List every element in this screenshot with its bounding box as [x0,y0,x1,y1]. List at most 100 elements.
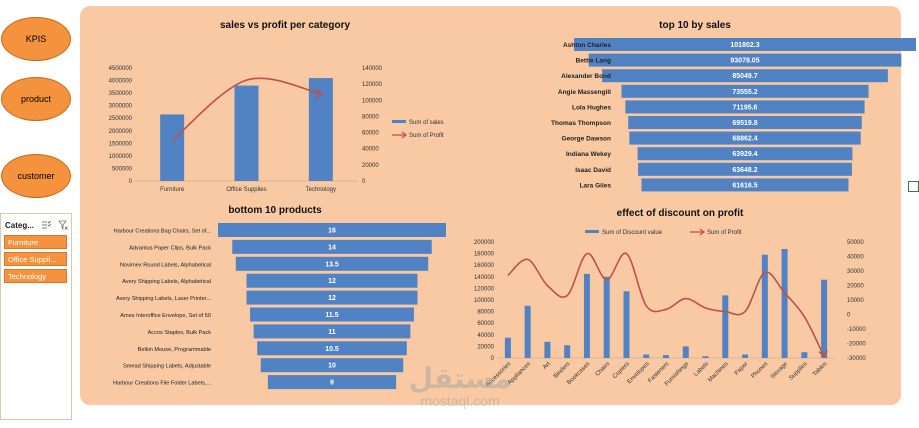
discount-profit-chart[interactable]: effect of discount on profit 200000 18000… [465,207,895,402]
legend-sales-swatch [392,120,406,123]
sales-bar [621,84,869,98]
kpis-button[interactable]: KPIS [1,17,71,61]
discount-bar [564,345,571,358]
kpis-button-label: KPIS [25,34,47,44]
product-name-label: Harbour Creations File Folder Labels,... [113,381,211,387]
bar-value-label: 69519.8 [732,120,757,127]
y2-tick-label: 40000 [847,255,864,261]
product-name-label: Avery Shipping Labels, Laser Printer... [116,296,211,302]
slicer-title: Categ... [5,220,34,230]
cell-selection-handle[interactable] [908,181,919,192]
bottom10-title: bottom 10 products [228,205,322,216]
y2-tick-label: 60000 [362,131,379,137]
bottom10-products-chart[interactable]: bottom 10 products 16 Harbour Creations B… [90,204,460,394]
profit-line-arrow [315,89,324,99]
y-tick-label: 3500000 [109,91,133,97]
bar-value-label: 85049.7 [732,73,757,80]
multi-select-icon[interactable] [41,220,51,230]
bar-value-label: 68862.4 [732,136,757,143]
category-slicer: Categ... Furniture Office Suppli... Tech… [0,213,72,420]
discount-bar [524,305,531,358]
discount-bar [583,273,590,358]
product-name-label: Harbour Creations Bag Chairs, Set of... [114,229,212,235]
product-bar [246,290,418,305]
y2-tick-label: 40000 [362,147,379,153]
bar-value-label: 13.5 [325,261,339,268]
y2-tick-label: 0 [362,179,366,185]
sales-profit-chart[interactable]: sales vs profit per category 4500000 4000… [90,18,480,203]
product-bar [257,341,407,356]
legend-sales-label: Sum of sales [409,120,444,126]
y2-tick-label: 140000 [362,66,383,72]
profit-line [171,77,322,142]
discount-bar [761,254,768,358]
y-tick-label: 180000 [474,252,495,258]
sales-bar [629,131,861,145]
watermark: مستقل mostaql.com [400,364,520,409]
product-name-label: Belkin Mouse, Programmable [138,347,211,353]
category-tick-label: Tables [812,361,829,378]
bar-value-label: 11.5 [325,312,338,319]
sales-bar [234,85,259,181]
y2-tick-label: -30000 [847,356,866,362]
discount-bar [742,354,749,358]
y2-tick-label: 30000 [847,269,864,275]
legend-profit-label: Sum of Profit [707,230,742,236]
customer-name-label: Angie Massengill [558,89,611,96]
clear-filter-icon[interactable] [58,220,68,230]
bar-value-label: 63648.2 [732,167,757,174]
customer-name-label: Thomas Thompson [551,120,611,127]
sales-bar [602,69,888,83]
y-tick-label: 100000 [474,298,495,304]
slicer-item-furniture[interactable]: Furniture [4,235,67,249]
product-button[interactable]: product [1,77,71,121]
y2-tick-label: 20000 [847,284,864,290]
slicer-item-office-supplies[interactable]: Office Suppli... [4,252,67,266]
y2-tick-label: 50000 [847,240,864,246]
category-tick-label: Copiers [612,361,631,380]
category-tick-label: Binders [553,361,572,380]
category-tick-label: Machines [707,361,729,383]
category-tick-label: Supplies [788,361,809,382]
bar-value-label: 14 [328,244,336,251]
customer-name-label: Alexander Bond [561,73,611,80]
category-tick-label: Chairs [595,361,612,378]
customer-button[interactable]: customer [1,154,71,198]
customer-name-label: George Dawson [562,136,612,143]
y2-tick-label: -20000 [847,342,866,348]
bar-value-label: 71195.6 [733,104,758,111]
y2-tick-label: 80000 [362,114,379,120]
discount-bar [643,354,650,358]
y-tick-label: 60000 [477,321,494,327]
y2-tick-label: 20000 [362,163,379,169]
y2-tick-label: -10000 [847,327,866,333]
legend-profit-swatch [392,131,407,139]
slicer-item-technology[interactable]: Technology [4,269,67,283]
product-bar [267,375,397,390]
slicer-header: Categ... [1,214,71,232]
discount-bar [722,295,729,358]
top10-sales-chart[interactable]: top 10 by sales 101802.3 Ashton Charles 93… [465,18,916,198]
product-name-label: Avery Shipping Labels, Alphabetical [122,279,211,285]
sales-bar [637,147,853,161]
discount-bar [504,337,511,358]
customer-name-label: Lola Hughes [572,104,611,111]
y-tick-label: 1500000 [109,141,133,147]
category-tick-label: Office Supplies [226,187,266,193]
discount-bar [821,279,828,358]
y-tick-label: 2000000 [109,129,133,135]
category-tick-label: Technology [306,187,336,193]
y-tick-label: 200000 [474,240,495,246]
y2-tick-label: 10000 [847,298,864,304]
product-bar [250,307,414,322]
discount-title: effect of discount on profit [616,208,744,219]
sales-profit-title: sales vs profit per category [219,20,351,31]
discount-bar [544,341,551,358]
y-tick-label: 40000 [477,333,494,339]
category-tick-label: Storage [770,361,790,381]
product-name-label: Accos Staples, Bulk Pack [148,330,212,336]
bar-value-label: 10 [328,363,336,370]
customer-button-label: customer [17,171,55,181]
customer-name-label: Isaac David [575,167,611,174]
bar-value-label: 9 [330,380,334,387]
